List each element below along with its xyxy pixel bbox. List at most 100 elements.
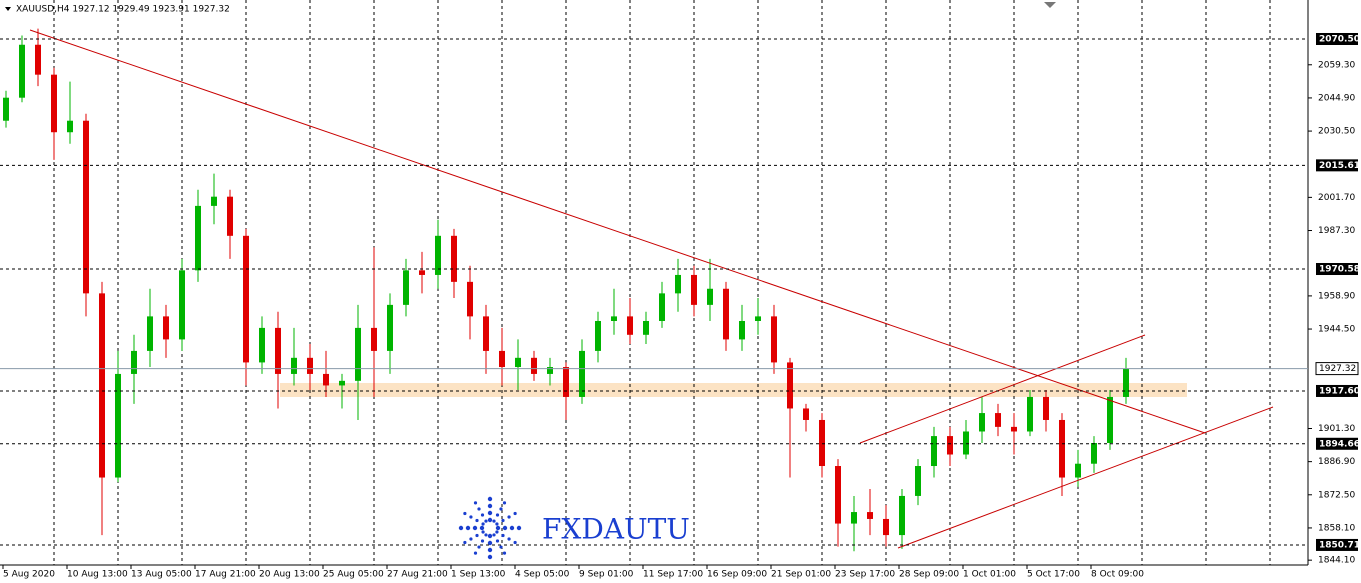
candle-body <box>3 97 9 121</box>
candle-body <box>1027 396 1033 432</box>
layout <box>0 0 1309 566</box>
candle-body <box>931 436 937 467</box>
candle-body <box>947 436 953 455</box>
x-tick-label: 16 Sep 09:00 <box>707 570 767 580</box>
candle-body <box>659 293 665 321</box>
candle-body <box>723 288 729 340</box>
sun-dot <box>501 518 505 523</box>
x-tick-label: 1 Sep 13:00 <box>451 570 506 580</box>
sun-dot <box>502 525 508 531</box>
x-tick-label: 4 Sep 05:00 <box>515 570 570 580</box>
level-label-box <box>1316 437 1358 450</box>
level-label-box <box>1316 32 1358 45</box>
candle-body <box>851 512 857 524</box>
candle-body <box>883 518 889 536</box>
candle-body <box>979 413 985 432</box>
sun-dot <box>473 551 478 555</box>
sun-dot <box>463 540 467 545</box>
trendlines <box>29 29 1274 549</box>
sun-dot <box>481 530 485 534</box>
x-tick-label: 10 Aug 13:00 <box>67 570 128 580</box>
sun-dot <box>484 533 488 537</box>
sun-dot <box>487 547 493 553</box>
sun-dot <box>495 539 500 543</box>
x-tick-label: 27 Aug 21:00 <box>387 570 448 580</box>
x-tick-label: 13 Aug 05:00 <box>131 570 192 580</box>
candle-body <box>499 350 505 368</box>
sun-dot <box>495 530 499 534</box>
y-tick-label: 1958.90 <box>1318 291 1355 301</box>
y-tick-label: 1987.30 <box>1318 226 1355 236</box>
candle-body <box>1075 463 1081 478</box>
candle-body <box>675 274 681 294</box>
x-tick-label: 1 Oct 01:00 <box>963 570 1016 580</box>
candle-body <box>467 281 473 317</box>
sun-dot <box>479 525 485 531</box>
candle-body <box>1059 419 1065 478</box>
candle-body <box>1011 426 1017 432</box>
candle-body <box>371 327 377 351</box>
candle-body <box>307 357 313 374</box>
sun-dot <box>487 510 493 516</box>
candle-body <box>915 466 921 496</box>
sun-dot <box>487 496 493 502</box>
sun-dot <box>487 533 493 539</box>
level-label-box <box>1316 538 1358 551</box>
candle-body <box>531 357 537 374</box>
sun-dot <box>472 525 478 531</box>
candle-body <box>1123 368 1129 397</box>
sun-dot <box>487 540 493 546</box>
candle-body <box>595 320 601 351</box>
support-zone <box>280 383 1187 397</box>
level-label-box <box>1316 159 1358 172</box>
sun-dot <box>477 545 481 549</box>
candle-body <box>403 270 409 305</box>
sun-dot <box>516 525 522 531</box>
sun-dot <box>480 513 485 517</box>
sun-dot <box>480 539 485 543</box>
candle-body <box>35 44 41 75</box>
x-tick-label: 5 Aug 2020 <box>3 570 55 580</box>
sun-dot <box>513 540 517 545</box>
candle-body <box>323 373 329 386</box>
candle-body <box>67 120 73 133</box>
sun-dot <box>473 501 478 505</box>
price-label-box <box>1315 362 1359 376</box>
sun-dot <box>492 519 496 523</box>
y-tick-label: 1858.10 <box>1318 523 1355 533</box>
x-tick-label: 20 Aug 13:00 <box>259 570 320 580</box>
candle-body <box>19 44 25 98</box>
candle-body <box>963 431 969 455</box>
candle-body <box>1091 442 1097 464</box>
sun-dot <box>487 517 493 523</box>
candle-body <box>275 327 281 374</box>
x-tick-label: 28 Sep 09:00 <box>899 570 959 580</box>
candle-body <box>339 380 345 386</box>
candle-body <box>211 196 217 206</box>
candle-body <box>435 235 441 275</box>
candle-body <box>643 320 649 335</box>
x-tick-label: 23 Sep 17:00 <box>835 570 895 580</box>
scroll-marker <box>1044 2 1056 8</box>
candle-body <box>563 367 569 397</box>
sunburst <box>458 496 522 560</box>
level-label-box <box>1316 384 1358 397</box>
trendline <box>29 29 1206 434</box>
sun-dot <box>463 511 467 516</box>
sun-dot <box>495 513 500 517</box>
sun-dot <box>475 533 479 538</box>
channel-bottom <box>897 406 1274 549</box>
sun-dot <box>507 515 511 519</box>
candle-body <box>771 316 777 363</box>
x-tick-label: 11 Sep 17:00 <box>643 570 703 580</box>
sun-dot <box>509 525 515 531</box>
candle-body <box>483 316 489 351</box>
candle-body <box>691 274 697 305</box>
candle-body <box>131 350 137 374</box>
y-tick-label: 1901.30 <box>1318 424 1355 434</box>
watermark: FXDAUTU <box>542 513 690 546</box>
candle-body <box>995 413 1001 427</box>
level-label: 1970.58 <box>1319 265 1360 275</box>
candle-body <box>819 419 825 467</box>
candle-body <box>99 293 105 478</box>
